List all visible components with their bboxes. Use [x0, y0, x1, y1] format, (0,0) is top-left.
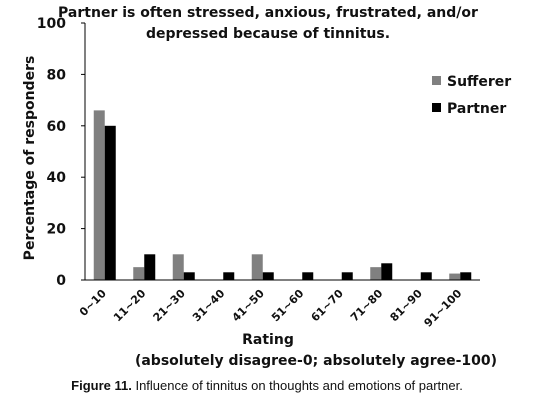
y-tick-label: 100 — [37, 16, 66, 32]
x-tick-label: 81~90 — [388, 287, 426, 325]
legend: Sufferer Partner — [432, 74, 511, 117]
bar-sufferer-41-50 — [251, 254, 263, 280]
bar-partner-41-50 — [262, 272, 274, 280]
legend-label-sufferer: Sufferer — [447, 74, 511, 90]
y-axis-label: Percentage of responders — [22, 56, 38, 261]
bar-sufferer-11-20 — [133, 267, 145, 280]
bar-sufferer-0-10 — [93, 110, 105, 280]
bar-partner-0-10 — [104, 125, 116, 280]
x-tick-label: 51~60 — [269, 287, 307, 325]
bar-partner-71-80 — [381, 263, 393, 280]
x-tick-label: 11~20 — [111, 287, 149, 325]
x-tick-label: 61~70 — [309, 287, 347, 325]
chart-title-line-2: depressed because of tinnitus. — [146, 26, 390, 42]
bar-partner-21-30 — [183, 272, 195, 280]
caption-text: Influence of tinnitus on thoughts and em… — [135, 378, 463, 393]
bar-sufferer-91-100 — [449, 273, 461, 280]
y-tick-label: 60 — [47, 119, 67, 135]
chart-title-line-1: Partner is often stressed, anxious, frus… — [58, 5, 478, 21]
legend-swatch-sufferer — [432, 76, 441, 85]
x-tick-label: 0~10 — [77, 287, 109, 319]
x-tick-label: 71~80 — [348, 287, 386, 325]
bar-partner-11-20 — [144, 254, 156, 280]
chart: Partner is often stressed, anxious, frus… — [22, 5, 511, 369]
x-tick-label: 31~40 — [190, 287, 228, 325]
bar-partner-81-90 — [420, 272, 432, 280]
y-tick-label: 0 — [56, 273, 66, 289]
figure-caption: Figure 11. Influence of tinnitus on thou… — [0, 378, 534, 393]
caption-label: Figure 11. — [71, 378, 132, 393]
y-axis-ticks: 0 20 40 60 80 100 — [37, 16, 85, 289]
x-tick-label: 91~100 — [422, 287, 465, 330]
legend-label-partner: Partner — [447, 101, 506, 117]
bars — [93, 110, 472, 280]
y-tick-label: 40 — [47, 170, 67, 186]
bar-partner-31-40 — [223, 272, 235, 280]
x-axis-note: (absolutely disagree-0; absolutely agree… — [135, 353, 497, 369]
bar-sufferer-21-30 — [172, 254, 184, 280]
y-tick-label: 80 — [47, 67, 67, 83]
bar-partner-61-70 — [341, 272, 353, 280]
y-tick-label: 20 — [47, 222, 67, 238]
bar-partner-51-60 — [302, 272, 314, 280]
x-axis-ticks: 0~10 11~20 21~30 31~40 41~50 51~60 61~70 71~80 8… — [77, 287, 465, 330]
x-axis-label: Rating — [242, 332, 294, 348]
x-tick-label: 21~30 — [151, 287, 189, 325]
bar-sufferer-71-80 — [370, 267, 382, 280]
bar-partner-91-100 — [460, 272, 472, 280]
x-tick-label: 41~50 — [230, 287, 268, 325]
legend-swatch-partner — [432, 103, 441, 112]
